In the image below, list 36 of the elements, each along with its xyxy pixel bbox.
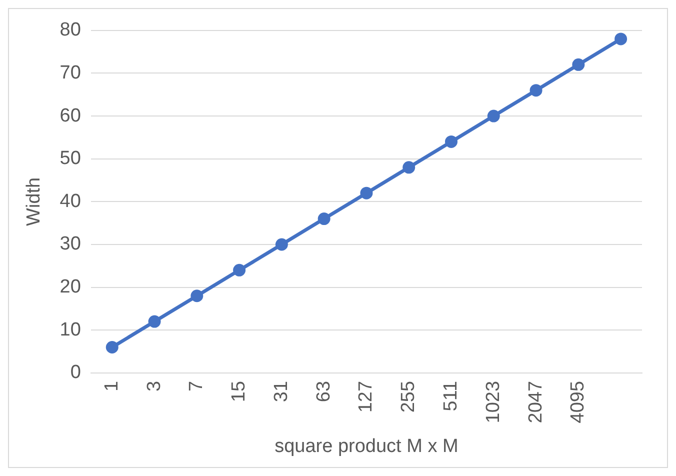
y-tick-label: 30 xyxy=(60,234,81,255)
point xyxy=(572,58,585,71)
x-tick-label: 511 xyxy=(440,380,462,412)
point xyxy=(444,135,458,148)
y-axis-title: Width xyxy=(24,177,45,226)
x-tick-label: 1 xyxy=(101,380,122,392)
point xyxy=(614,32,628,46)
x-tick-label: 4095 xyxy=(568,380,589,424)
y-tick-label: 60 xyxy=(60,105,81,126)
x-tick-label: 1023 xyxy=(482,380,504,424)
point xyxy=(360,186,373,200)
point xyxy=(402,161,416,174)
x-tick-label: 63 xyxy=(313,380,334,402)
y-tick-label: 20 xyxy=(60,276,81,298)
x-tick-label: 3 xyxy=(144,380,165,392)
y-tick-label: 80 xyxy=(60,20,81,41)
x-tick-label: 255 xyxy=(398,380,420,413)
x-tick-label: 31 xyxy=(270,380,292,402)
x-tick-label: 127 xyxy=(356,380,377,413)
point xyxy=(190,290,204,302)
y-tick-label: 10 xyxy=(60,319,81,340)
x-tick-label: 2047 xyxy=(525,380,546,424)
x-axis-title: square product M x M xyxy=(274,436,458,457)
y-tick-label: 50 xyxy=(60,148,81,170)
point xyxy=(106,340,118,354)
point xyxy=(530,84,542,97)
y-tick-label: 70 xyxy=(60,62,81,84)
y-tick-label: 40 xyxy=(60,190,81,212)
point xyxy=(148,315,161,328)
point xyxy=(233,264,246,276)
point xyxy=(487,110,500,122)
point xyxy=(275,238,288,251)
y-tick-label: 0 xyxy=(70,362,81,384)
x-tick-label: 15 xyxy=(228,380,250,402)
point xyxy=(318,212,330,226)
x-tick-label: 7 xyxy=(186,380,208,392)
